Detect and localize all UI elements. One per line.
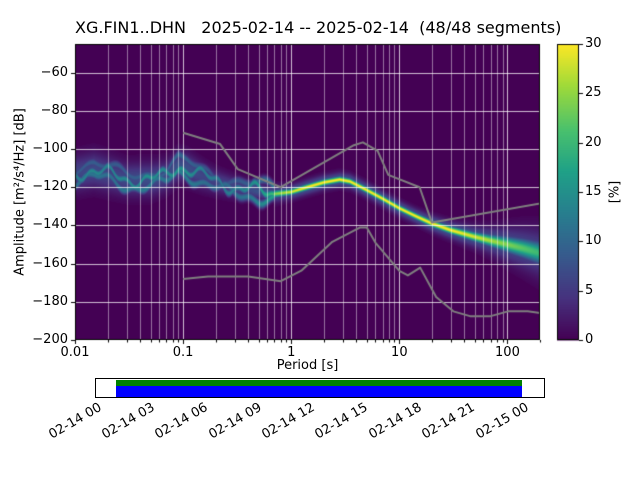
y-tick-label: −180 <box>32 293 68 309</box>
coverage-trace-bar <box>115 380 523 386</box>
y-tick-label: −140 <box>32 217 68 233</box>
x-tick-label: 100 <box>495 345 520 360</box>
colorbar-tick-label: 15 <box>585 184 602 199</box>
y-tick-label: −160 <box>32 255 68 271</box>
colorbar-tick-label: 30 <box>585 36 602 51</box>
coverage-psd-segments-bar <box>115 386 523 397</box>
y-tick-label: −200 <box>32 332 68 347</box>
y-tick-label: −100 <box>32 141 68 157</box>
colorbar-tick-label: 25 <box>585 85 602 101</box>
coverage-timeline-box <box>95 378 545 398</box>
x-axis-label: Period [s] <box>276 358 339 373</box>
y-tick-label: −80 <box>40 102 68 118</box>
colorbar-tick-label: 5 <box>585 282 594 298</box>
plot-title: XG.FIN1..DHN 2025-02-14 -- 2025-02-14 (4… <box>75 18 562 37</box>
x-tick-label: 10 <box>391 345 408 360</box>
y-tick-label: −60 <box>40 64 68 80</box>
colorbar-tick-label: 20 <box>585 134 602 150</box>
x-tick-label: 0.1 <box>172 345 194 360</box>
colorbar-tick-label: 10 <box>585 233 602 249</box>
x-tick-label: 1 <box>287 345 296 360</box>
y-tick-label: −120 <box>32 179 68 195</box>
colorbar-label: [%] <box>607 180 623 204</box>
x-tick-label: 0.01 <box>60 345 90 360</box>
colorbar-tick-label: 0 <box>585 332 594 347</box>
